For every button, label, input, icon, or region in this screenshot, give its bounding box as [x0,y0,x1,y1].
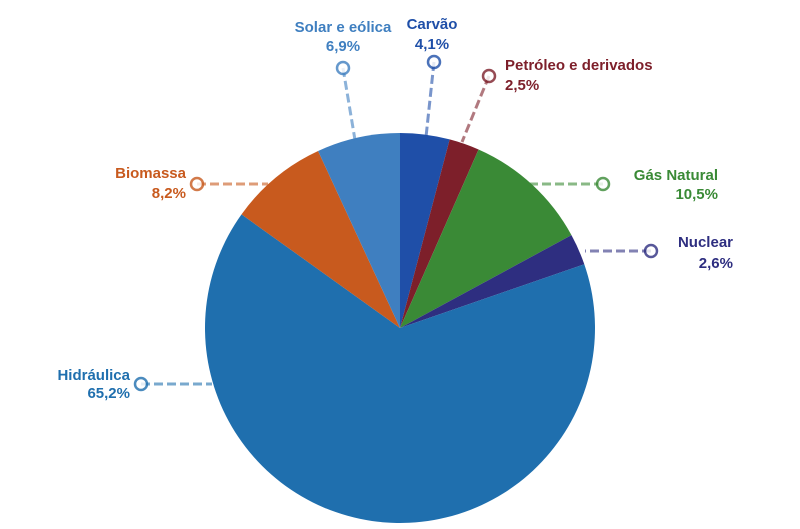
slice-label: Hidráulica [57,367,130,384]
value-label: 2,6% [699,255,733,272]
value-label: 65,2% [87,385,130,402]
slice-label: Biomassa [115,165,187,182]
slice-label: Nuclear [678,234,733,251]
slice-label: Carvão [407,16,458,33]
pie-slice [400,139,479,328]
leader-line [341,67,357,141]
leader-dot [426,54,442,70]
slice-label: Gás Natural [634,167,718,184]
leader-dot [481,68,497,84]
value-label: 2,5% [505,77,539,94]
value-label: 8,2% [152,185,186,202]
leader-line [460,75,491,143]
slice-label: Solar e eólica [295,19,392,36]
value-label: 4,1% [415,36,449,53]
pie-slice [318,133,400,328]
leader-dot [335,60,351,76]
slice-label: Petróleo e derivados [505,57,653,74]
value-label: 10,5% [675,186,718,203]
value-label: 6,9% [326,38,360,55]
pie-slice [400,133,450,328]
pie-slice [400,149,572,328]
pie-slice [205,214,596,523]
leader-line [424,61,436,138]
leader-dot [133,376,149,392]
leader-dot [595,176,611,192]
pie-slice [241,151,400,328]
leader-dot [189,176,205,192]
leader-dot [643,243,659,259]
pie-slice [400,235,585,328]
